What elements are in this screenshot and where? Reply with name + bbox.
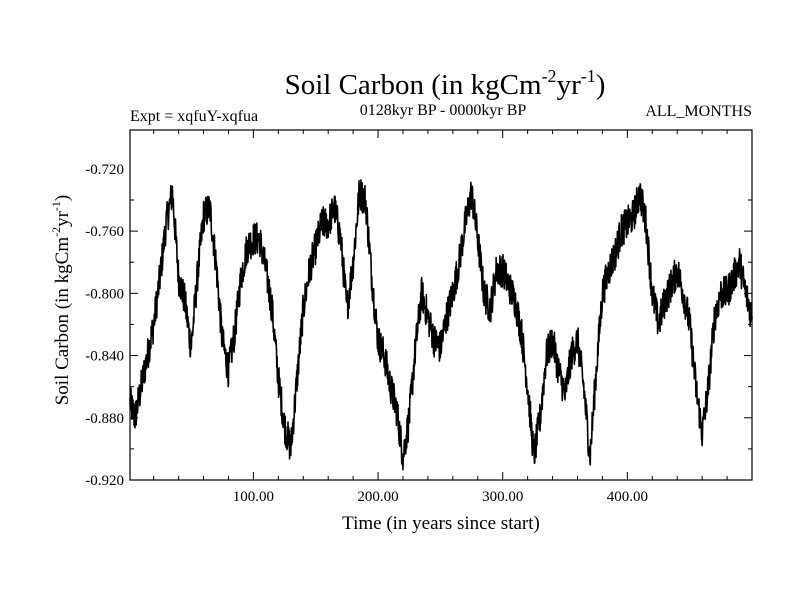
y-axis-label: Soil Carbon (in kgCm-2yr-1) bbox=[49, 195, 73, 406]
ylabel-superscript-1: -2 bbox=[49, 227, 63, 237]
x-axis-label: Time (in years since start) bbox=[342, 513, 540, 534]
ylabel-end: ) bbox=[52, 195, 73, 201]
y-tick-label: -0.920 bbox=[85, 473, 124, 489]
y-tick-label: -0.720 bbox=[85, 162, 124, 178]
axes: -0.920 -0.880 -0.840 -0.800 -0.760 -0.720 100.… bbox=[85, 130, 752, 505]
x-tick-label: 200.00 bbox=[357, 489, 398, 505]
y-tick-label: -0.880 bbox=[85, 411, 124, 427]
series-line bbox=[129, 179, 753, 471]
plot-frame bbox=[129, 129, 753, 481]
ylabel-superscript-2: -1 bbox=[49, 201, 63, 211]
subtitle-months: ALL_MONTHS bbox=[645, 103, 752, 120]
x-tick-label: 400.00 bbox=[607, 489, 648, 505]
y-tick-label: -0.760 bbox=[85, 224, 124, 240]
y-tick-label: -0.840 bbox=[85, 349, 124, 365]
title-mid: yr bbox=[557, 69, 582, 101]
title-superscript-1: -2 bbox=[542, 66, 557, 86]
title-end: ) bbox=[596, 69, 606, 101]
x-tick-label: 300.00 bbox=[482, 489, 523, 505]
x-tick-label: 100.00 bbox=[233, 489, 274, 505]
y-tick-label: -0.800 bbox=[85, 286, 124, 302]
ylabel-mid: yr bbox=[52, 210, 73, 227]
subtitle-experiment: Expt = xqfuY-xqfua bbox=[130, 108, 258, 125]
subtitle-period: 0128kyr BP - 0000kyr BP bbox=[360, 102, 527, 119]
title-superscript-2: -1 bbox=[581, 66, 596, 86]
chart-title: Soil Carbon (in kgCm-2yr-1) bbox=[285, 66, 606, 101]
series-group bbox=[129, 179, 753, 471]
